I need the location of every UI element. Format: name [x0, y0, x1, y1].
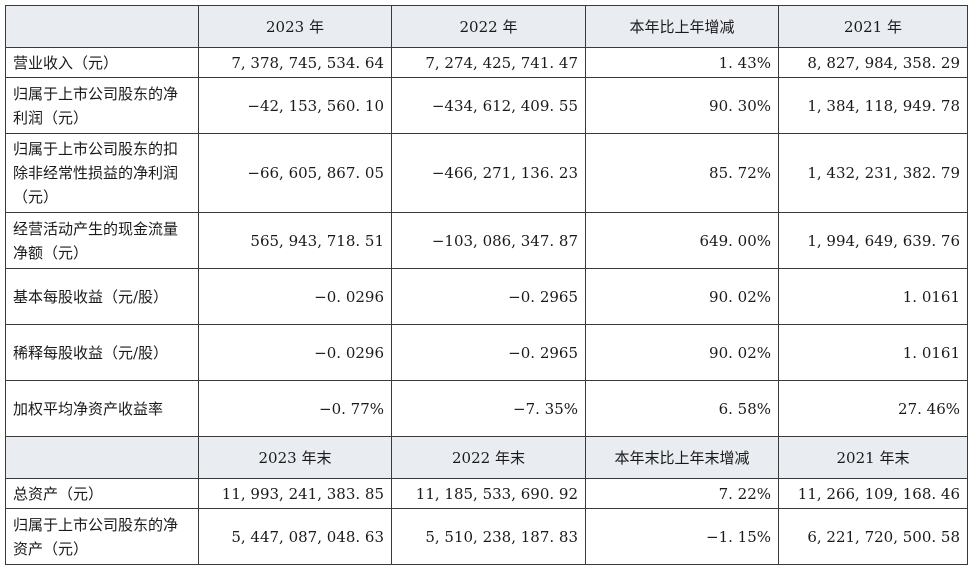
header-2023: 2023 年: [198, 5, 392, 48]
header-corner: [5, 436, 199, 479]
cell-2023: −42, 153, 560. 10: [198, 77, 392, 134]
cell-2023: 7, 378, 745, 534. 64: [198, 47, 392, 78]
cell-2021: 27. 46%: [778, 380, 968, 437]
row-label: 加权平均净资产收益率: [5, 380, 199, 437]
cell-yoy: 90. 30%: [585, 77, 779, 134]
cell-2022: −434, 612, 409. 55: [391, 77, 586, 134]
row-label: 归属于上市公司股东的净利润（元）: [5, 77, 199, 134]
cell-2021: 1. 0161: [778, 268, 968, 325]
cell-2022-end: 11, 185, 533, 690. 92: [391, 478, 586, 509]
cell-2023-end: 11, 993, 241, 383. 85: [198, 478, 392, 509]
cell-2021: 1. 0161: [778, 324, 968, 381]
cell-2021: 1, 384, 118, 949. 78: [778, 77, 968, 134]
header-2021: 2021 年: [778, 5, 968, 48]
row-label: 归属于上市公司股东的扣除非经常性损益的净利润（元）: [5, 133, 199, 213]
row-label: 基本每股收益（元/股）: [5, 268, 199, 325]
header-corner: [5, 5, 199, 48]
cell-2022: 7, 274, 425, 741. 47: [391, 47, 586, 78]
cell-2023: −0. 77%: [198, 380, 392, 437]
cell-yoy: 85. 72%: [585, 133, 779, 213]
table-row-weighted-roe: 加权平均净资产收益率 −0. 77% −7. 35% 6. 58% 27. 46…: [5, 380, 968, 437]
cell-yoy: 90. 02%: [585, 324, 779, 381]
row-label: 归属于上市公司股东的净资产（元）: [5, 508, 199, 565]
row-label: 经营活动产生的现金流量净额（元）: [5, 212, 199, 269]
cell-change: 7. 22%: [585, 478, 779, 509]
cell-2023: 565, 943, 718. 51: [198, 212, 392, 269]
header-2022: 2022 年: [391, 5, 586, 48]
cell-2022: −0. 2965: [391, 268, 586, 325]
cell-2022: −0. 2965: [391, 324, 586, 381]
cell-2021: 1, 432, 231, 382. 79: [778, 133, 968, 213]
cell-2021: 8, 827, 984, 358. 29: [778, 47, 968, 78]
cell-yoy: 649. 00%: [585, 212, 779, 269]
cell-2023: −66, 605, 867. 05: [198, 133, 392, 213]
cell-yoy: 6. 58%: [585, 380, 779, 437]
cell-2022: −7. 35%: [391, 380, 586, 437]
row-label: 总资产（元）: [5, 478, 199, 509]
cell-change: −1. 15%: [585, 508, 779, 565]
table-row-total-assets: 总资产（元） 11, 993, 241, 383. 85 11, 185, 53…: [5, 478, 968, 509]
header-2021-end: 2021 年末: [778, 436, 968, 479]
cell-yoy: 1. 43%: [585, 47, 779, 78]
table-row-diluted-eps: 稀释每股收益（元/股） −0. 0296 −0. 2965 90. 02% 1.…: [5, 324, 968, 381]
cell-2023: −0. 0296: [198, 268, 392, 325]
row-label: 稀释每股收益（元/股）: [5, 324, 199, 381]
cell-2022: −466, 271, 136. 23: [391, 133, 586, 213]
cell-yoy: 90. 02%: [585, 268, 779, 325]
header-2023-end: 2023 年末: [198, 436, 392, 479]
header-2022-end: 2022 年末: [391, 436, 586, 479]
table-row-net-profit-excl-nonrecurring: 归属于上市公司股东的扣除非经常性损益的净利润（元） −66, 605, 867.…: [5, 133, 968, 213]
table-row-basic-eps: 基本每股收益（元/股） −0. 0296 −0. 2965 90. 02% 1.…: [5, 268, 968, 325]
header-year-end-change: 本年末比上年末增减: [585, 436, 779, 479]
table-row-net-profit: 归属于上市公司股东的净利润（元） −42, 153, 560. 10 −434,…: [5, 77, 968, 134]
table-row-net-assets: 归属于上市公司股东的净资产（元） 5, 447, 087, 048. 63 5,…: [5, 508, 968, 565]
header-yoy-change: 本年比上年增减: [585, 5, 779, 48]
cell-2023-end: 5, 447, 087, 048. 63: [198, 508, 392, 565]
header-row-year-end: 2023 年末 2022 年末 本年末比上年末增减 2021 年末: [5, 436, 968, 479]
cell-2021-end: 11, 266, 109, 168. 46: [778, 478, 968, 509]
cell-2021: 1, 994, 649, 639. 76: [778, 212, 968, 269]
row-label: 营业收入（元）: [5, 47, 199, 78]
table-row-operating-cash-flow: 经营活动产生的现金流量净额（元） 565, 943, 718. 51 −103,…: [5, 212, 968, 269]
cell-2022-end: 5, 510, 238, 187. 83: [391, 508, 586, 565]
cell-2021-end: 6, 221, 720, 500. 58: [778, 508, 968, 565]
cell-2023: −0. 0296: [198, 324, 392, 381]
financial-indicators-table: 2023 年 2022 年 本年比上年增减 2021 年 营业收入（元） 7, …: [5, 5, 968, 565]
header-row-annual: 2023 年 2022 年 本年比上年增减 2021 年: [5, 5, 968, 48]
cell-2022: −103, 086, 347. 87: [391, 212, 586, 269]
table-row-revenue: 营业收入（元） 7, 378, 745, 534. 64 7, 274, 425…: [5, 47, 968, 78]
